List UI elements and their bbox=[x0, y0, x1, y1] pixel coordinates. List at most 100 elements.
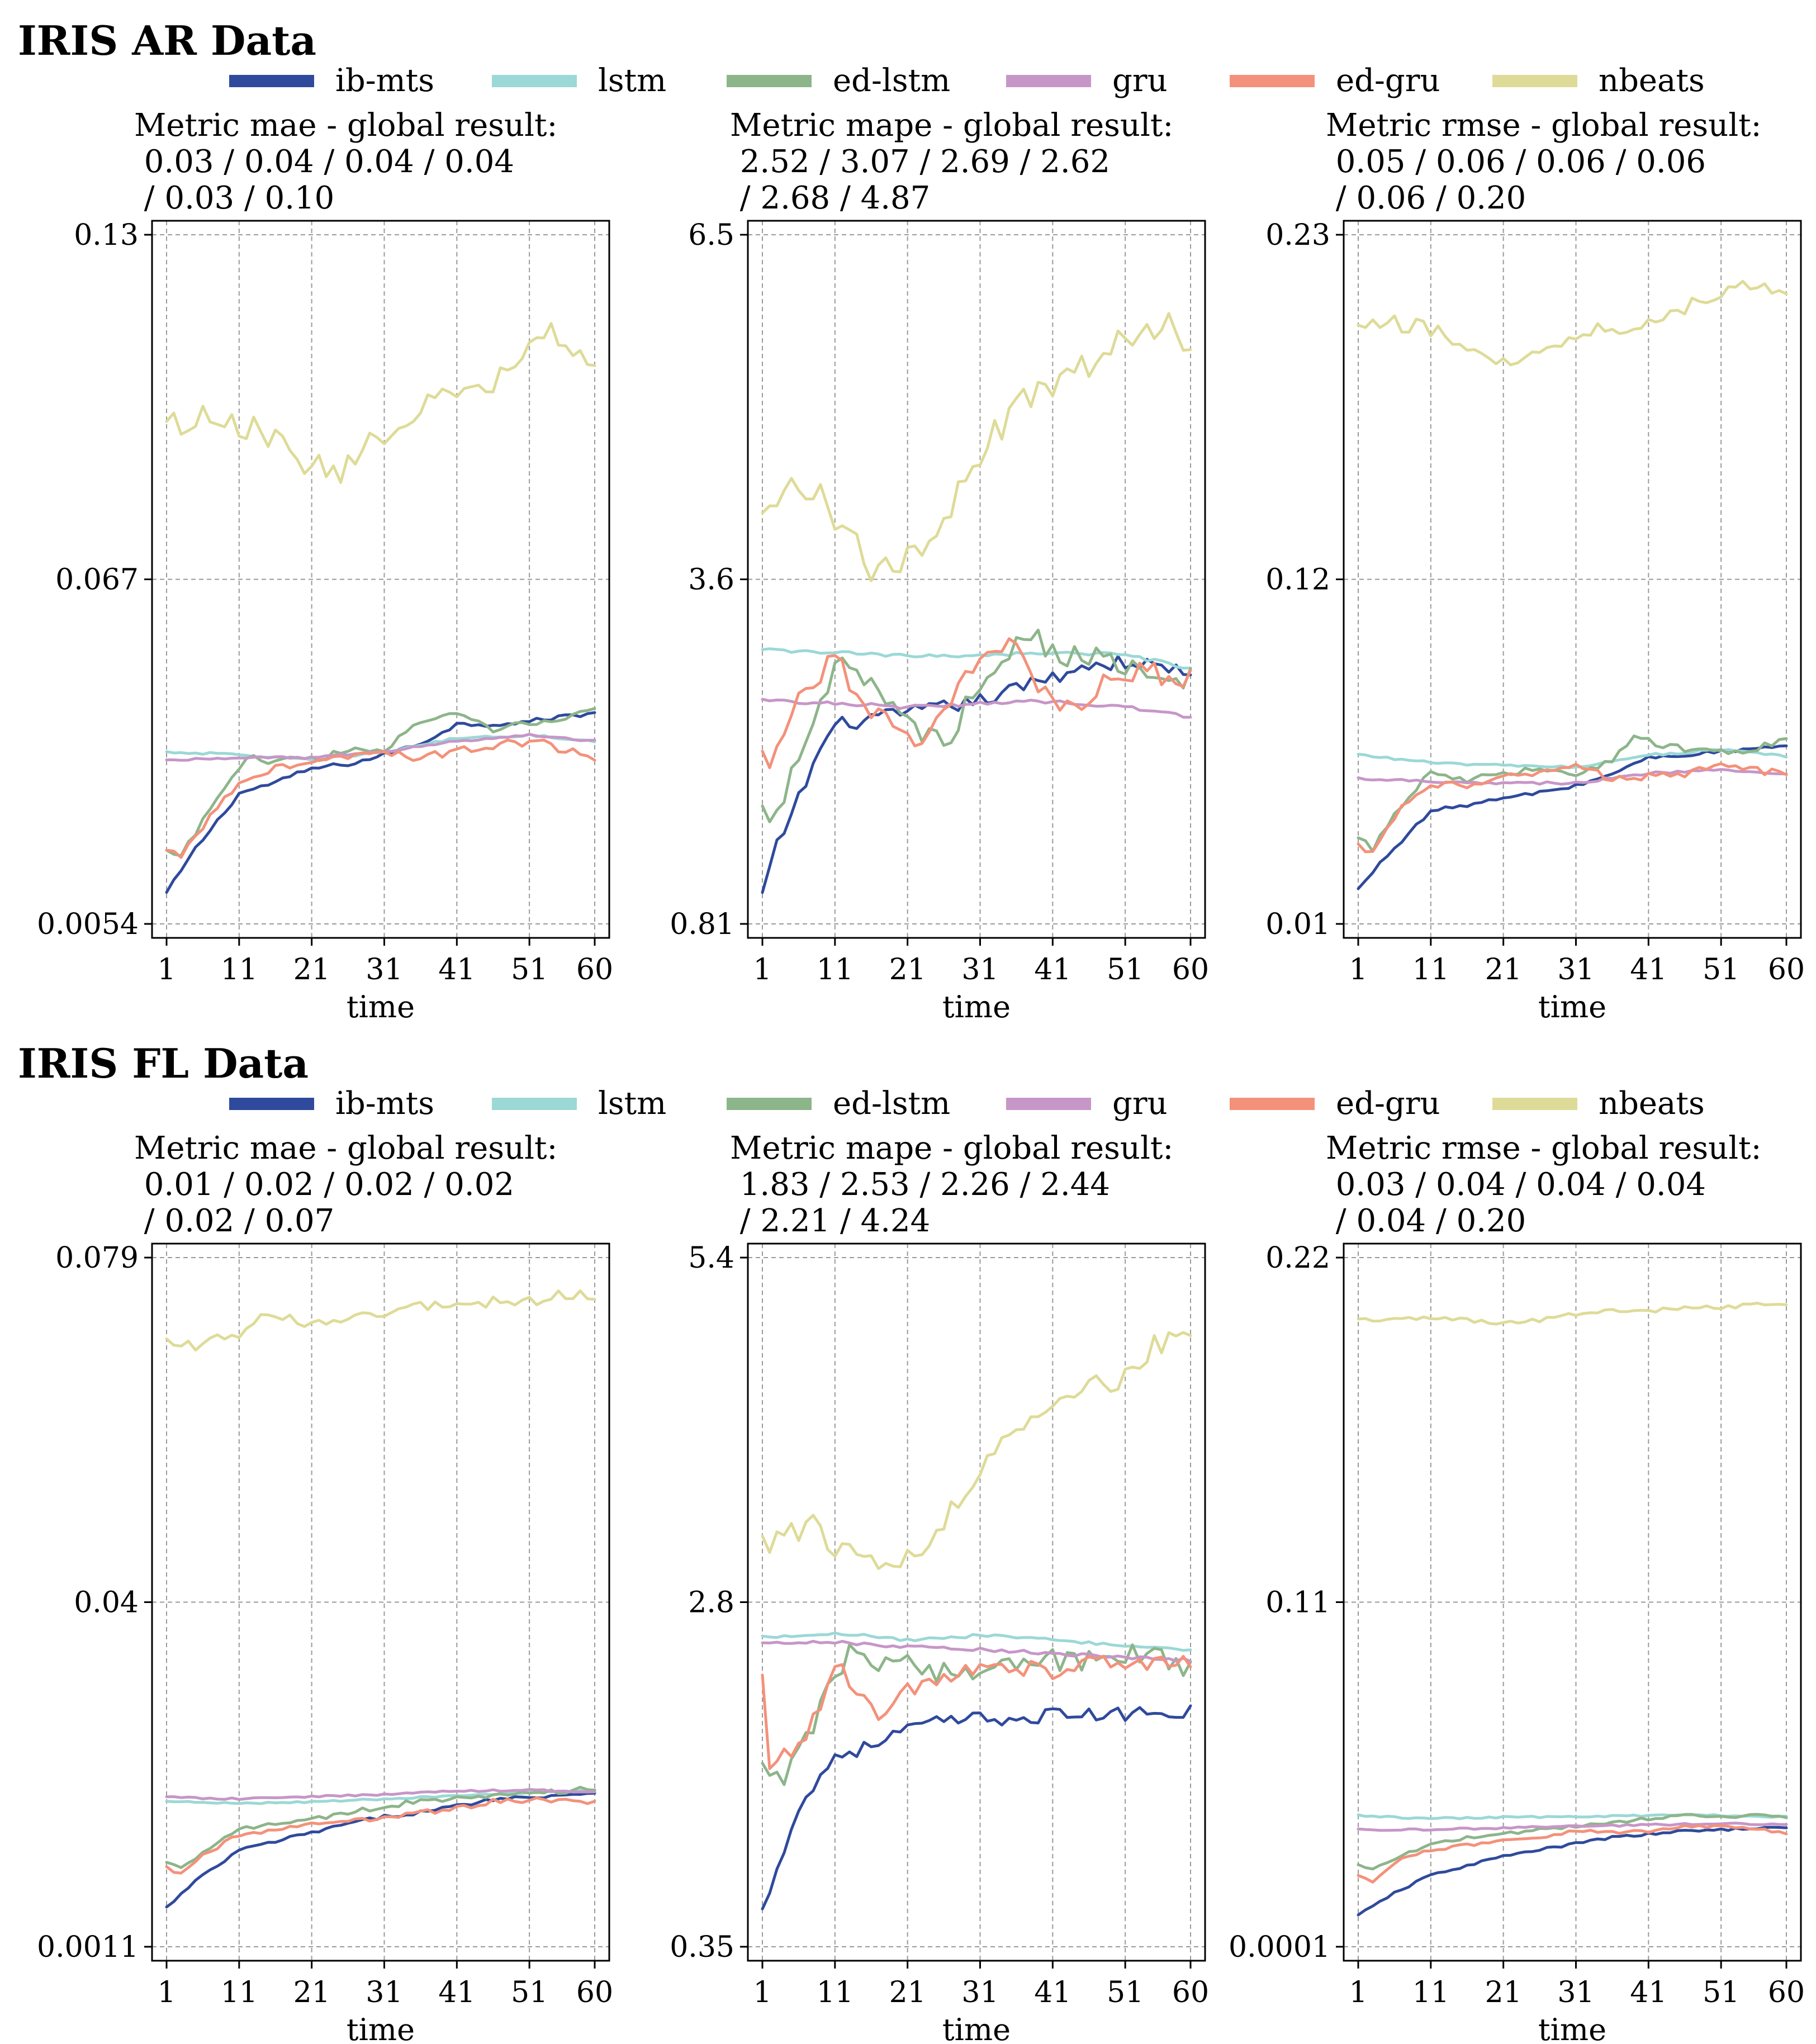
x-tick-label: 51 bbox=[1703, 953, 1739, 987]
y-axis: 0.01 0.12 0.23 bbox=[1265, 219, 1344, 941]
series-line-ib-mts bbox=[165, 1791, 596, 1909]
series-line-nbeats bbox=[165, 1289, 596, 1352]
x-tick-label: 51 bbox=[1703, 1976, 1739, 2009]
metric-line: 0.03 / 0.04 / 0.04 / 0.04 bbox=[134, 144, 514, 180]
x-tick-label: 31 bbox=[961, 953, 998, 987]
x-tick-label: 41 bbox=[1630, 953, 1667, 987]
x-tick-label: 21 bbox=[293, 953, 330, 987]
x-tick-label: 41 bbox=[1034, 1976, 1071, 2009]
series-line-gru bbox=[1357, 768, 1788, 786]
y-tick-label: 2.8 bbox=[688, 1586, 734, 1620]
metric-line: Metric mae - global result: bbox=[134, 107, 557, 144]
y-tick-label: 0.067 bbox=[55, 563, 139, 597]
x-tick-label: 11 bbox=[1412, 953, 1449, 987]
x-tick-label: 60 bbox=[576, 953, 613, 987]
legend-label-ed-lstm: ed-lstm bbox=[833, 63, 950, 99]
section-1: IRIS AR Data ib-mts lstm ed-lstm gru ed-gru nb… bbox=[18, 17, 1705, 99]
y-tick-label: 0.35 bbox=[670, 1931, 734, 1964]
series-line-ib-mts bbox=[1357, 744, 1788, 890]
grid bbox=[1344, 221, 1801, 938]
x-tick-label: 1 bbox=[753, 953, 771, 987]
metric-line: / 0.03 / 0.10 bbox=[134, 180, 334, 216]
section-title: IRIS FL Data bbox=[18, 1040, 309, 1087]
y-tick-label: 0.0054 bbox=[37, 908, 139, 941]
x-tick-label: 21 bbox=[889, 953, 926, 987]
panel-2: Metric mape - global result: 2.52 / 3.07… bbox=[670, 107, 1209, 1025]
y-tick-label: 0.81 bbox=[670, 908, 734, 941]
panel-1: Metric mae - global result: 0.03 / 0.04 … bbox=[37, 107, 613, 1025]
series-line-lstm bbox=[761, 1632, 1192, 1652]
legend-label-nbeats: nbeats bbox=[1599, 63, 1705, 99]
series-line-nbeats bbox=[1357, 1302, 1788, 1326]
series-group bbox=[1357, 1302, 1788, 1917]
x-tick-label: 1 bbox=[1349, 1976, 1367, 2009]
metric-line: Metric mae - global result: bbox=[134, 1130, 557, 1166]
x-tick-label: 60 bbox=[576, 1976, 613, 2009]
metric-line: / 0.02 / 0.07 bbox=[134, 1203, 334, 1239]
legend-label-gru: gru bbox=[1112, 63, 1168, 99]
series-line-ed-gru bbox=[1357, 762, 1788, 853]
x-tick-label: 60 bbox=[1768, 1976, 1805, 2009]
section-2: IRIS FL Data ib-mts lstm ed-lstm gru ed-gru nb… bbox=[18, 1040, 1705, 1122]
series-line-ed-gru bbox=[1357, 1824, 1788, 1884]
metric-line: Metric mape - global result: bbox=[730, 107, 1173, 144]
panel-5: Metric mape - global result: 1.83 / 2.53… bbox=[670, 1130, 1209, 2044]
section-title: IRIS AR Data bbox=[18, 17, 316, 64]
y-tick-label: 0.04 bbox=[74, 1586, 139, 1620]
metric-line: Metric mape - global result: bbox=[730, 1130, 1173, 1166]
x-tick-label: 21 bbox=[293, 1976, 330, 2009]
series-line-lstm bbox=[761, 647, 1192, 670]
x-tick-label: 60 bbox=[1172, 953, 1209, 987]
series-line-ed-lstm bbox=[761, 1643, 1192, 1786]
series-line-gru bbox=[165, 1788, 596, 1801]
x-axis-label: time bbox=[347, 2012, 415, 2044]
x-tick-label: 41 bbox=[1630, 1976, 1667, 2009]
x-tick-label: 21 bbox=[1485, 953, 1522, 987]
x-tick-label: 51 bbox=[511, 1976, 548, 2009]
x-tick-label: 31 bbox=[366, 953, 402, 987]
x-tick-label: 31 bbox=[366, 1976, 402, 2009]
y-tick-label: 5.4 bbox=[688, 1241, 734, 1275]
x-tick-label: 51 bbox=[1107, 1976, 1144, 2009]
metric-line: 2.52 / 3.07 / 2.69 / 2.62 bbox=[730, 144, 1110, 180]
legend-label-lstm: lstm bbox=[598, 63, 666, 99]
y-axis: 0.0054 0.067 0.13 bbox=[37, 219, 152, 941]
x-tick-label: 11 bbox=[817, 1976, 854, 2009]
metric-line: Metric rmse - global result: bbox=[1326, 107, 1762, 144]
y-tick-label: 0.0011 bbox=[37, 1931, 139, 1964]
y-tick-label: 0.22 bbox=[1265, 1241, 1330, 1275]
x-axis-label: time bbox=[942, 2012, 1011, 2044]
x-tick-label: 21 bbox=[889, 1976, 926, 2009]
series-line-nbeats bbox=[761, 312, 1192, 582]
series-line-ib-mts bbox=[761, 1704, 1192, 1910]
panel-6: Metric rmse - global result: 0.03 / 0.04… bbox=[1229, 1130, 1805, 2044]
x-tick-label: 60 bbox=[1768, 953, 1805, 987]
metric-line: 1.83 / 2.53 / 2.26 / 2.44 bbox=[730, 1166, 1110, 1203]
series-line-ed-lstm bbox=[165, 707, 596, 857]
x-tick-label: 11 bbox=[1412, 1976, 1449, 2009]
x-tick-label: 41 bbox=[1034, 953, 1071, 987]
x-tick-label: 11 bbox=[817, 953, 854, 987]
y-tick-label: 0.079 bbox=[55, 1241, 139, 1275]
series-line-nbeats bbox=[1357, 279, 1788, 367]
series-line-gru bbox=[761, 1639, 1192, 1663]
x-tick-label: 11 bbox=[221, 953, 258, 987]
y-tick-label: 0.23 bbox=[1265, 219, 1330, 252]
series-line-ed-gru bbox=[761, 1654, 1192, 1770]
metric-line: Metric rmse - global result: bbox=[1326, 1130, 1762, 1166]
series-group bbox=[761, 1331, 1192, 1910]
y-tick-label: 6.5 bbox=[688, 219, 734, 252]
y-axis: 0.0001 0.11 0.22 bbox=[1229, 1241, 1344, 1964]
metric-line: / 2.68 / 4.87 bbox=[730, 180, 930, 216]
x-axis-label: time bbox=[1538, 2012, 1606, 2044]
metric-line: 0.03 / 0.04 / 0.04 / 0.04 bbox=[1326, 1166, 1706, 1203]
series-line-ib-mts bbox=[1357, 1825, 1788, 1917]
x-tick-label: 11 bbox=[221, 1976, 258, 2009]
y-tick-label: 0.0001 bbox=[1229, 1931, 1330, 1964]
metric-line: / 0.04 / 0.20 bbox=[1326, 1203, 1526, 1239]
series-line-lstm bbox=[1357, 1813, 1788, 1820]
